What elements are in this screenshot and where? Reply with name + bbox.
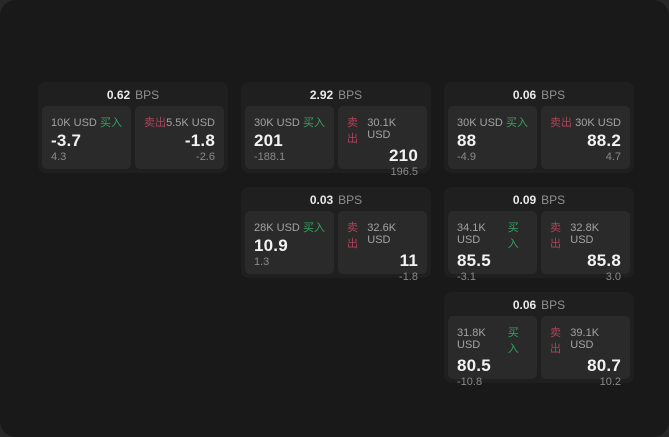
- spread-header: 2.92 BPS: [245, 85, 427, 106]
- buy-side-label: 买入: [303, 117, 325, 129]
- sell-price: 85.8: [587, 251, 621, 270]
- quote-grid: 0.62 BPS 10K USD 买入 -3.7 4.3 卖出 5.5K USD: [38, 82, 634, 388]
- quote-card: 0.03 BPS 28K USD 买入 10.9 1.3 卖出 32.6K US…: [241, 187, 431, 283]
- buy-size-label: 10K USD: [51, 117, 97, 129]
- buy-delta: -188.1: [254, 151, 286, 163]
- spread-unit: BPS: [135, 88, 160, 102]
- spread-value: 0.62: [106, 88, 131, 102]
- quote-card: 0.09 BPS 34.1K USD 买入 85.5 -3.1 卖出 32.8K…: [444, 187, 634, 283]
- buy-size-label: 30K USD: [254, 117, 300, 129]
- spread-value: 0.03: [309, 193, 334, 207]
- quote-pair: 28K USD 买入 10.9 1.3 卖出 32.6K USD 11 -1.8: [245, 211, 427, 283]
- spread-header: 0.62 BPS: [42, 85, 224, 106]
- buy-quote[interactable]: 30K USD 买入 201 -188.1: [245, 106, 334, 169]
- buy-price: 10.9: [254, 235, 288, 255]
- quote-card: 0.62 BPS 10K USD 买入 -3.7 4.3 卖出 5.5K USD: [38, 82, 228, 173]
- spread-unit: BPS: [541, 298, 566, 312]
- sell-side-label: 卖出: [550, 327, 561, 355]
- spread-unit: BPS: [541, 193, 566, 207]
- sell-side-label: 卖出: [144, 117, 166, 129]
- spread-value: 0.06: [512, 88, 537, 102]
- buy-quote[interactable]: 30K USD 买入 88 -4.9: [448, 106, 537, 169]
- spread-header: 0.03 BPS: [245, 190, 427, 211]
- buy-size-label: 34.1K USD: [457, 222, 486, 246]
- quote-pair: 10K USD 买入 -3.7 4.3 卖出 5.5K USD -1.8 -2.…: [42, 106, 224, 169]
- quote-card: 0.06 BPS 30K USD 买入 88 -4.9 卖出 30K USD: [444, 82, 634, 173]
- sell-side-label: 卖出: [347, 222, 358, 250]
- sell-price: 210: [389, 146, 418, 165]
- buy-price: 85.5: [457, 251, 491, 270]
- sell-delta: 196.5: [390, 166, 418, 178]
- buy-size-label: 31.8K USD: [457, 327, 486, 351]
- buy-side-label: 买入: [507, 222, 519, 250]
- sell-side-label: 卖出: [550, 117, 572, 129]
- buy-size-label: 28K USD: [254, 222, 300, 234]
- buy-price: 201: [254, 130, 283, 150]
- buy-delta: -10.8: [457, 376, 483, 388]
- sell-size-label: 32.8K USD: [570, 222, 600, 246]
- quote-pair: 30K USD 买入 201 -188.1 卖出 30.1K USD 210 1…: [245, 106, 427, 178]
- spread-unit: BPS: [541, 88, 566, 102]
- sell-quote[interactable]: 卖出 39.1K USD 80.7 10.2: [541, 316, 630, 388]
- sell-delta: 3.0: [605, 271, 621, 283]
- quote-pair: 30K USD 买入 88 -4.9 卖出 30K USD 88.2 4.7: [448, 106, 630, 169]
- spread-unit: BPS: [338, 88, 363, 102]
- quote-card: 2.92 BPS 30K USD 买入 201 -188.1 卖出 30.1K …: [241, 82, 431, 178]
- sell-price: 11: [399, 251, 418, 270]
- quote-pair: 34.1K USD 买入 85.5 -3.1 卖出 32.8K USD 85.8…: [448, 211, 630, 283]
- spread-header: 0.06 BPS: [448, 295, 630, 316]
- sell-size-label: 30.1K USD: [367, 117, 397, 141]
- buy-side-label: 买入: [303, 222, 325, 234]
- spread-unit: BPS: [338, 193, 363, 207]
- buy-size-label: 30K USD: [457, 117, 503, 129]
- sell-price: -1.8: [184, 130, 215, 150]
- sell-quote[interactable]: 卖出 32.8K USD 85.8 3.0: [541, 211, 630, 283]
- sell-quote[interactable]: 卖出 30.1K USD 210 196.5: [338, 106, 427, 178]
- buy-delta: 4.3: [51, 151, 67, 163]
- buy-price: 88: [457, 130, 477, 150]
- buy-delta: 1.3: [254, 256, 270, 268]
- sell-quote[interactable]: 卖出 32.6K USD 11 -1.8: [338, 211, 427, 283]
- buy-quote[interactable]: 34.1K USD 买入 85.5 -3.1: [448, 211, 537, 283]
- sell-price: 88.2: [587, 130, 621, 150]
- buy-price: -3.7: [51, 130, 82, 150]
- buy-side-label: 买入: [507, 327, 519, 355]
- quote-card: 0.06 BPS 31.8K USD 买入 80.5 -10.8 卖出 39.1…: [444, 292, 634, 388]
- spread-header: 0.09 BPS: [448, 190, 630, 211]
- spread-value: 0.06: [512, 298, 537, 312]
- sell-side-label: 卖出: [347, 117, 358, 145]
- buy-delta: -4.9: [457, 151, 476, 163]
- spread-value: 0.09: [512, 193, 537, 207]
- quote-pair: 31.8K USD 买入 80.5 -10.8 卖出 39.1K USD 80.…: [448, 316, 630, 388]
- sell-delta: 10.2: [599, 376, 621, 388]
- buy-price: 80.5: [457, 356, 491, 375]
- buy-side-label: 买入: [100, 117, 122, 129]
- buy-side-label: 买入: [506, 117, 528, 129]
- buy-quote[interactable]: 31.8K USD 买入 80.5 -10.8: [448, 316, 537, 388]
- buy-delta: -3.1: [457, 271, 476, 283]
- sell-quote[interactable]: 卖出 30K USD 88.2 4.7: [541, 106, 630, 169]
- sell-delta: -1.8: [399, 271, 418, 283]
- sell-side-label: 卖出: [550, 222, 561, 250]
- sell-delta: -2.6: [196, 151, 215, 163]
- spread-value: 2.92: [309, 88, 334, 102]
- buy-quote[interactable]: 28K USD 买入 10.9 1.3: [245, 211, 334, 274]
- sell-price: 80.7: [587, 356, 621, 375]
- sell-size-label: 32.6K USD: [367, 222, 397, 246]
- spread-header: 0.06 BPS: [448, 85, 630, 106]
- buy-quote[interactable]: 10K USD 买入 -3.7 4.3: [42, 106, 131, 169]
- sell-size-label: 39.1K USD: [570, 327, 600, 351]
- sell-size-label: 5.5K USD: [166, 117, 215, 129]
- sell-size-label: 30K USD: [575, 117, 621, 129]
- sell-delta: 4.7: [605, 151, 621, 163]
- sell-quote[interactable]: 卖出 5.5K USD -1.8 -2.6: [135, 106, 224, 169]
